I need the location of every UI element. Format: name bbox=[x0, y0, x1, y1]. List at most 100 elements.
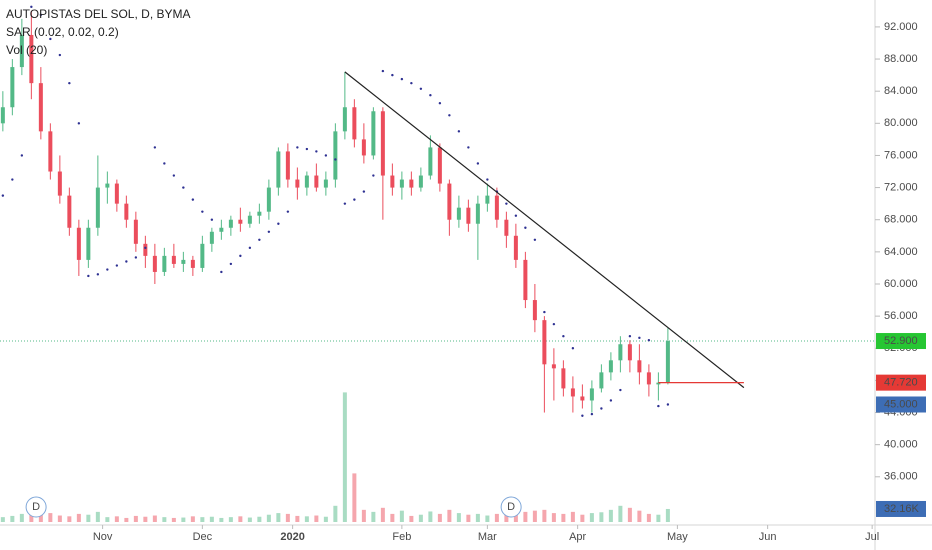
candle-body bbox=[48, 131, 53, 172]
volume-bar bbox=[475, 513, 480, 522]
candle-body bbox=[105, 183, 110, 188]
x-tick-label: Jun bbox=[759, 531, 777, 543]
sar-dot bbox=[457, 130, 461, 133]
volume-bar bbox=[361, 509, 366, 522]
sar-dot bbox=[201, 210, 204, 213]
volume-bar bbox=[276, 513, 281, 522]
sar-dot bbox=[647, 339, 651, 342]
volume-bar bbox=[0, 517, 5, 522]
volume-bar bbox=[570, 511, 575, 522]
candle-body bbox=[428, 147, 433, 176]
candle-body bbox=[665, 341, 670, 383]
sar-dot bbox=[315, 150, 318, 153]
volume-bar bbox=[380, 507, 385, 522]
volume-bar bbox=[561, 513, 566, 522]
volume-bar bbox=[171, 517, 176, 522]
candle-body bbox=[10, 67, 15, 108]
candle-body bbox=[29, 34, 34, 84]
sar-dot bbox=[286, 210, 290, 213]
y-tick-label: 40.000 bbox=[884, 439, 918, 451]
sar-price-label: 45.000 bbox=[884, 398, 918, 410]
x-tick-label: May bbox=[667, 531, 688, 543]
sar-dot bbox=[381, 69, 385, 73]
candle-body bbox=[523, 259, 528, 301]
volume-bar bbox=[494, 513, 499, 522]
volume-bar bbox=[228, 517, 233, 522]
volume-bar bbox=[580, 514, 585, 522]
volume-bar bbox=[656, 514, 661, 522]
dividend-marker bbox=[500, 496, 522, 518]
sar-dot bbox=[638, 336, 641, 340]
volume-bar bbox=[646, 513, 651, 522]
x-tick-label: 2020 bbox=[280, 531, 304, 543]
plot-area bbox=[0, 5, 875, 522]
volume-bar bbox=[352, 473, 357, 522]
dividend-label: D bbox=[507, 501, 515, 513]
candle-body bbox=[228, 219, 233, 228]
sar-dot bbox=[30, 5, 33, 9]
sar-dot bbox=[410, 81, 413, 85]
sar-dot bbox=[619, 388, 622, 392]
candle-body bbox=[409, 179, 414, 188]
volume-bar bbox=[608, 509, 613, 522]
sar-dot bbox=[467, 146, 470, 149]
volume-label-box bbox=[876, 500, 926, 517]
candle-body bbox=[124, 203, 129, 220]
sar-dot bbox=[590, 412, 594, 416]
volume-bar bbox=[485, 515, 490, 522]
volume-bar bbox=[542, 509, 547, 522]
sar-dot bbox=[533, 238, 537, 242]
sar-dot bbox=[191, 198, 195, 201]
sar-dot bbox=[258, 238, 261, 242]
sar-dot bbox=[248, 246, 252, 250]
sar-dot bbox=[353, 198, 356, 201]
candle-body bbox=[627, 344, 632, 361]
volume-bar bbox=[152, 515, 157, 522]
candle-body bbox=[570, 388, 575, 397]
sar-dot bbox=[448, 114, 451, 117]
volume-bar bbox=[342, 392, 347, 522]
candle-body bbox=[171, 255, 176, 264]
sar-dot bbox=[657, 404, 660, 408]
y-tick-label: 80.000 bbox=[884, 117, 918, 129]
sar-dot bbox=[220, 270, 223, 274]
volume-bar bbox=[38, 514, 43, 522]
y-tick-label: 68.000 bbox=[884, 214, 918, 226]
volume-bar bbox=[219, 517, 224, 522]
candle-body bbox=[314, 175, 319, 188]
sar-dot bbox=[562, 335, 565, 338]
sar-dot bbox=[49, 37, 52, 41]
candle-body bbox=[152, 255, 157, 272]
candle-body bbox=[494, 195, 499, 220]
sar-dot bbox=[182, 186, 185, 189]
sar-dot bbox=[391, 73, 394, 77]
last-price-label-box bbox=[876, 333, 926, 350]
volume-bar bbox=[247, 517, 252, 522]
sar-dot bbox=[628, 335, 632, 338]
volume-bar bbox=[86, 514, 91, 522]
candle-body bbox=[266, 187, 271, 212]
volume-bar bbox=[390, 513, 395, 522]
indicator-label: SAR (0.02, 0.02, 0.2) bbox=[6, 25, 119, 39]
sar-dot bbox=[609, 399, 613, 402]
sar-dot bbox=[362, 190, 366, 193]
volume-bar bbox=[466, 514, 471, 522]
dividend-label: D bbox=[32, 501, 40, 513]
dividend-marker bbox=[25, 496, 47, 518]
candle-body bbox=[418, 175, 423, 188]
volume-bar bbox=[551, 513, 556, 522]
candle-body bbox=[580, 396, 585, 401]
candle-body bbox=[95, 187, 100, 228]
candle-body bbox=[637, 360, 642, 373]
volume-bar bbox=[637, 510, 642, 522]
last-price-label: 52.900 bbox=[884, 335, 918, 347]
volume-bar bbox=[285, 513, 290, 522]
volume-bar bbox=[323, 516, 328, 522]
candle-body bbox=[219, 227, 224, 232]
sar-dot bbox=[163, 162, 166, 165]
volume-bar bbox=[418, 514, 423, 522]
volume-bar bbox=[589, 513, 594, 522]
volume-bar bbox=[19, 513, 24, 522]
sar-price-label-box bbox=[876, 396, 926, 413]
